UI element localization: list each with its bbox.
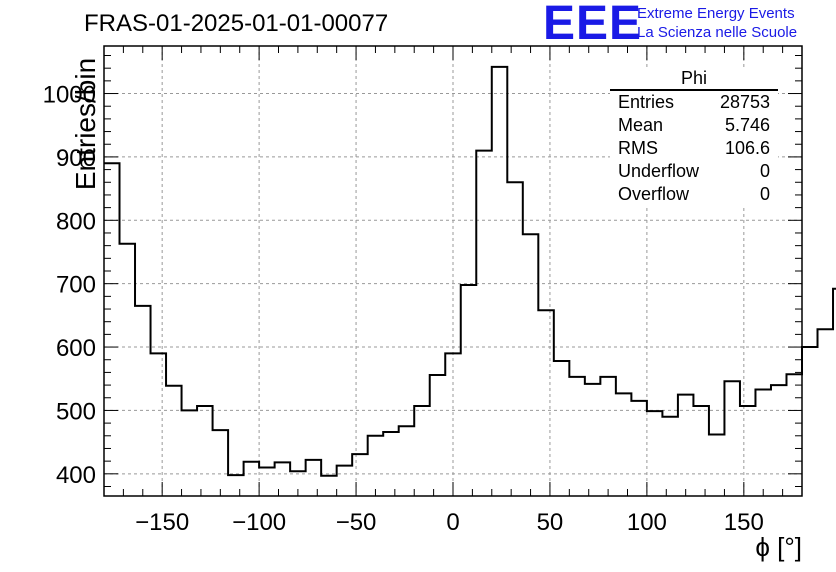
x-tick-label: −100 (232, 509, 286, 536)
x-axis-label: ϕ [°] (755, 532, 802, 562)
y-tick-label: 1000 (43, 82, 96, 109)
histogram-bin (414, 406, 430, 496)
histogram-bin (740, 406, 756, 496)
stats-value: 5.746 (724, 115, 770, 135)
y-tick-label: 700 (56, 272, 96, 299)
stats-label: Underflow (618, 161, 700, 181)
histogram-bin (492, 67, 508, 496)
y-tick-label: 600 (56, 335, 96, 362)
histogram-bin (647, 411, 663, 496)
stats-row-underflow: Underflow 0 (610, 160, 778, 183)
histogram-bin (197, 406, 213, 496)
x-tick-label: 50 (537, 509, 564, 536)
stats-title: Phi (610, 68, 778, 91)
histogram-bin (802, 347, 818, 496)
histogram-bin (151, 353, 167, 496)
histogram-bin (430, 375, 446, 496)
histogram-bin (538, 310, 554, 496)
histogram-bin (228, 475, 244, 496)
x-tick-label: −150 (135, 509, 189, 536)
histogram-bin (786, 374, 802, 496)
histogram-bin (771, 385, 787, 496)
histogram-bin (585, 384, 601, 496)
histogram-bin (507, 182, 523, 496)
histogram-bin (709, 435, 725, 496)
y-axis-label: Entries/bin (70, 57, 102, 191)
logo-caption: Extreme Energy Events La Scienza nelle S… (637, 4, 797, 42)
stats-label: Mean (618, 115, 664, 135)
histogram-bin (182, 410, 198, 496)
histogram-bin (166, 386, 182, 496)
stats-value: 28753 (719, 92, 770, 112)
histogram-bin (213, 430, 229, 496)
histogram-bin (290, 471, 306, 496)
histogram-bin (662, 417, 678, 496)
histogram-bin (818, 329, 834, 496)
eee-logo: EEE (543, 0, 643, 50)
y-tick-label: 500 (56, 398, 96, 425)
histogram-bin (259, 467, 275, 496)
stats-value: 0 (759, 184, 770, 204)
histogram-bin (616, 393, 632, 496)
stats-row-overflow: Overflow 0 (610, 183, 778, 206)
histogram-bin (693, 406, 709, 496)
histogram-bin (120, 244, 136, 496)
histogram-bin (724, 381, 740, 496)
histogram-bin (321, 476, 337, 496)
histogram-bin (275, 462, 291, 496)
histogram-series (104, 65, 836, 477)
stats-row-mean: Mean 5.746 (610, 114, 778, 137)
stats-label: Overflow (618, 184, 690, 204)
chart-title: FRAS-01-2025-01-01-00077 (84, 10, 389, 37)
histogram-bin (306, 460, 322, 496)
histogram-bin (461, 285, 477, 496)
histogram-bin (368, 436, 384, 496)
histogram-bin (755, 390, 771, 496)
x-tick-label: 0 (446, 509, 459, 536)
histogram-bin (445, 353, 461, 496)
histogram-bin (352, 454, 368, 496)
histogram-bin (383, 432, 399, 496)
histogram-bin (399, 426, 415, 496)
y-tick-label: 900 (56, 145, 96, 172)
histogram-bin (476, 151, 492, 496)
histogram-bin (337, 466, 353, 496)
logo-line-1: Extreme Energy Events (637, 5, 795, 22)
y-tick-label: 800 (56, 208, 96, 235)
stats-value: 106.6 (724, 138, 770, 158)
histogram-bin (104, 163, 120, 496)
logo-line-2: La Scienza nelle Scuole (637, 24, 798, 41)
x-tick-label: 150 (724, 509, 764, 536)
stats-row-entries: Entries 28753 (610, 91, 778, 114)
histogram-bin (678, 395, 694, 496)
x-tick-label: 100 (627, 509, 667, 536)
histogram-bin (244, 462, 260, 496)
histogram-bin (554, 361, 570, 496)
stats-row-rms: RMS 106.6 (610, 137, 778, 160)
stats-label: RMS (618, 138, 658, 158)
histogram-bin (600, 377, 616, 496)
x-tick-label: −50 (336, 509, 377, 536)
histogram-bin (135, 306, 151, 496)
histogram-bin (523, 234, 539, 496)
stats-value: 0 (759, 161, 770, 181)
histogram-bin (631, 401, 647, 496)
histogram-bin (569, 377, 585, 496)
stats-box: Phi Entries 28753 Mean 5.746 RMS 106.6 U… (610, 68, 778, 206)
stats-label: Entries (618, 92, 675, 112)
y-tick-label: 400 (56, 462, 96, 489)
